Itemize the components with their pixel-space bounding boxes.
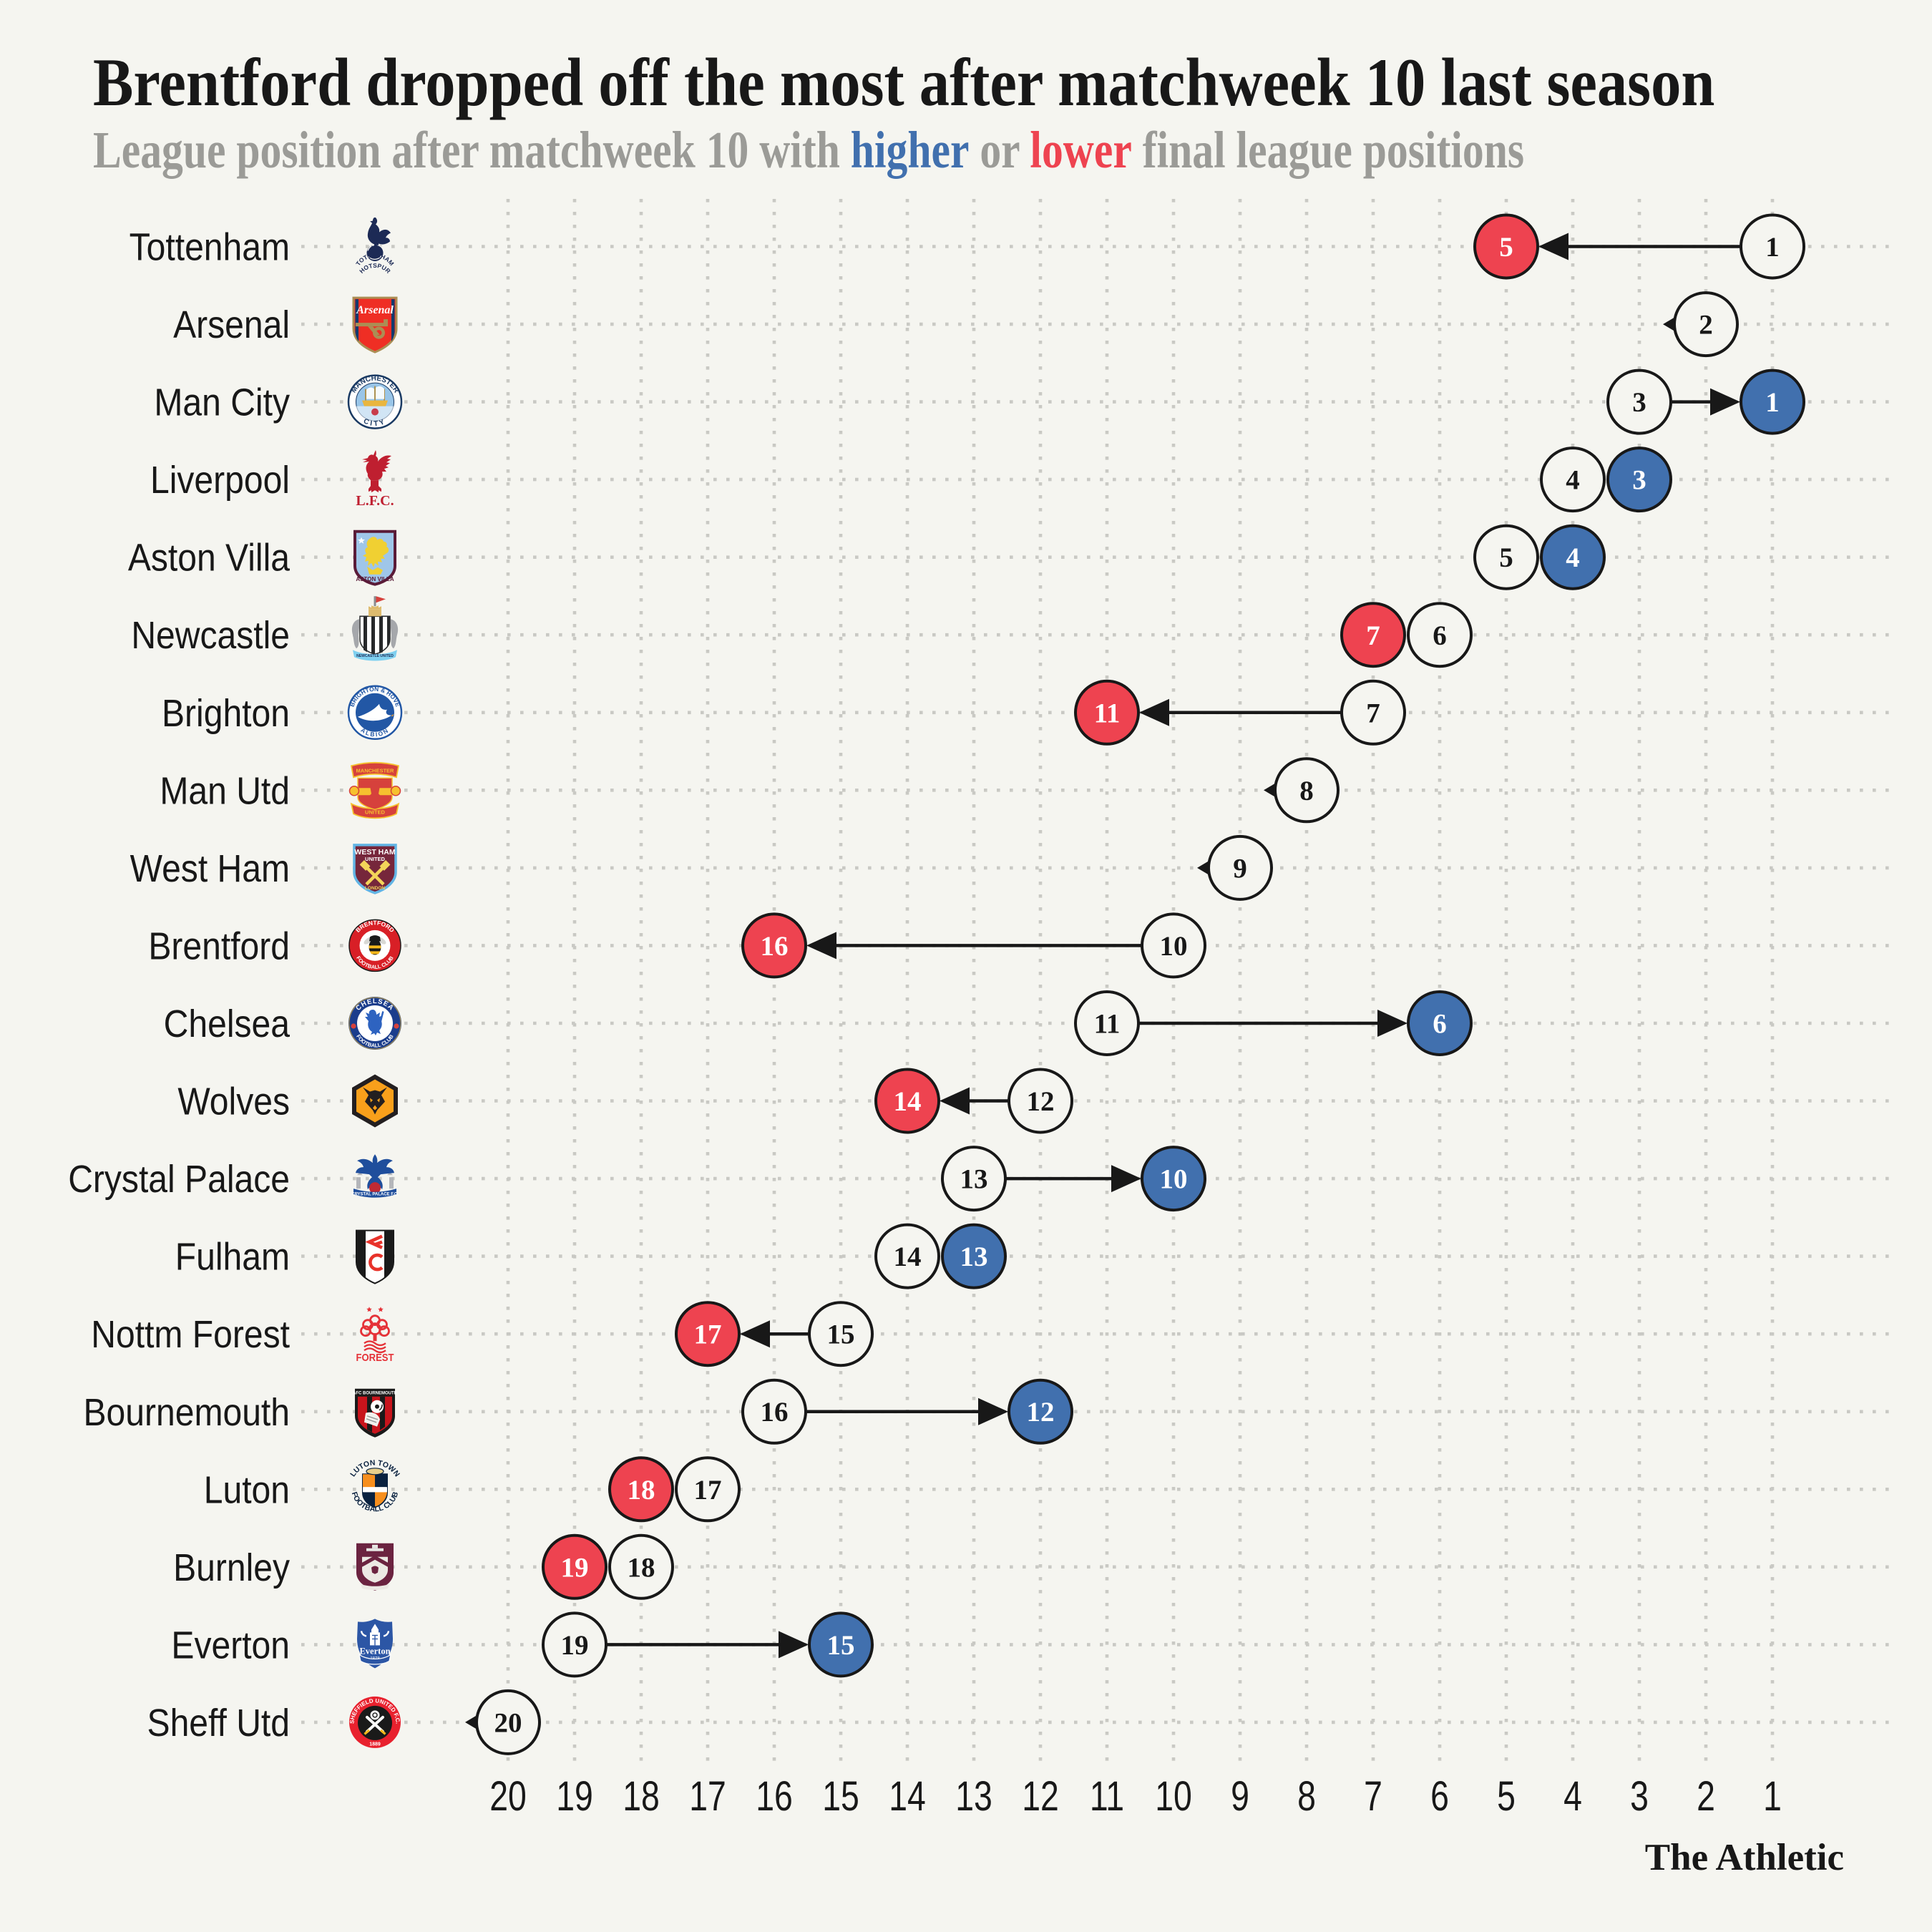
- svg-text:Chelsea: Chelsea: [164, 1002, 291, 1045]
- svg-text:Sheff Utd: Sheff Utd: [147, 1701, 290, 1744]
- svg-text:Arsenal: Arsenal: [356, 304, 394, 316]
- svg-text:West Ham: West Ham: [130, 847, 290, 889]
- svg-text:13: 13: [960, 1241, 988, 1272]
- svg-text:Burnley: Burnley: [173, 1546, 290, 1589]
- svg-text:FOREST: FOREST: [356, 1352, 394, 1364]
- svg-text:12: 12: [1027, 1086, 1055, 1117]
- svg-text:1: 1: [1765, 387, 1780, 418]
- svg-text:Everton: Everton: [171, 1624, 290, 1667]
- svg-text:UNITED: UNITED: [365, 856, 386, 862]
- svg-text:Brighton: Brighton: [162, 691, 290, 734]
- svg-text:14: 14: [894, 1241, 922, 1272]
- svg-text:Fulham: Fulham: [175, 1235, 290, 1278]
- svg-text:Wolves: Wolves: [177, 1080, 290, 1123]
- svg-text:16: 16: [761, 1397, 789, 1428]
- svg-text:3: 3: [1630, 1773, 1649, 1820]
- svg-text:12: 12: [1027, 1397, 1055, 1428]
- svg-text:1889: 1889: [369, 1742, 381, 1747]
- svg-text:10: 10: [1155, 1773, 1192, 1820]
- svg-text:10: 10: [1160, 1164, 1188, 1195]
- svg-text:Brentford dropped off the most: Brentford dropped off the most after mat…: [93, 46, 1714, 121]
- svg-text:Newcastle: Newcastle: [131, 614, 290, 657]
- svg-text:15: 15: [822, 1773, 859, 1820]
- svg-text:20: 20: [489, 1773, 527, 1820]
- svg-text:19: 19: [561, 1552, 589, 1583]
- svg-text:2: 2: [1699, 310, 1713, 341]
- svg-text:6: 6: [1433, 1009, 1447, 1040]
- svg-text:LONDON: LONDON: [365, 886, 385, 891]
- svg-text:9: 9: [1233, 853, 1247, 884]
- svg-text:12: 12: [1022, 1773, 1059, 1820]
- svg-text:Aston Villa: Aston Villa: [128, 536, 291, 579]
- svg-text:15: 15: [827, 1630, 855, 1661]
- svg-text:20: 20: [494, 1707, 522, 1738]
- svg-text:16: 16: [761, 931, 789, 962]
- svg-text:Luton: Luton: [204, 1468, 290, 1511]
- svg-text:7: 7: [1366, 698, 1380, 728]
- svg-text:2: 2: [1697, 1773, 1715, 1820]
- svg-text:11: 11: [1094, 698, 1121, 728]
- svg-text:5: 5: [1497, 1773, 1516, 1820]
- svg-text:11: 11: [1094, 1009, 1121, 1040]
- svg-text:19: 19: [561, 1630, 589, 1661]
- svg-text:18: 18: [623, 1773, 660, 1820]
- svg-text:4: 4: [1563, 1773, 1582, 1820]
- svg-text:Liverpool: Liverpool: [150, 459, 290, 502]
- svg-text:1: 1: [1763, 1773, 1782, 1820]
- svg-text:9: 9: [1231, 1773, 1249, 1820]
- svg-text:Crystal Palace: Crystal Palace: [68, 1158, 290, 1201]
- svg-text:7: 7: [1366, 620, 1380, 651]
- svg-text:Everton: Everton: [359, 1646, 390, 1656]
- svg-text:AFC BOURNEMOUTH: AFC BOURNEMOUTH: [353, 1391, 397, 1395]
- svg-text:UNITED: UNITED: [365, 809, 386, 815]
- svg-text:5: 5: [1499, 542, 1513, 573]
- svg-text:15: 15: [827, 1319, 855, 1350]
- svg-text:16: 16: [756, 1773, 793, 1820]
- svg-text:11: 11: [1090, 1773, 1124, 1820]
- svg-text:13: 13: [955, 1773, 992, 1820]
- svg-text:19: 19: [556, 1773, 593, 1820]
- svg-text:4: 4: [1566, 465, 1580, 496]
- svg-text:13: 13: [960, 1164, 988, 1195]
- svg-text:14: 14: [894, 1086, 922, 1117]
- svg-text:4: 4: [1566, 542, 1580, 573]
- svg-text:17: 17: [694, 1475, 722, 1506]
- svg-text:7: 7: [1364, 1773, 1382, 1820]
- svg-text:L.F.C.: L.F.C.: [356, 493, 394, 509]
- svg-text:17: 17: [689, 1773, 726, 1820]
- svg-text:Bournemouth: Bournemouth: [83, 1390, 290, 1433]
- svg-text:Nottm Forest: Nottm Forest: [91, 1313, 290, 1356]
- svg-text:6: 6: [1433, 620, 1447, 651]
- svg-text:5: 5: [1499, 232, 1513, 263]
- svg-text:NEWCASTLE UNITED: NEWCASTLE UNITED: [356, 654, 394, 658]
- svg-text:WEST HAM: WEST HAM: [354, 848, 395, 857]
- svg-text:The Athletic: The Athletic: [1645, 1837, 1844, 1878]
- svg-text:14: 14: [889, 1773, 926, 1820]
- svg-text:Man Utd: Man Utd: [160, 769, 290, 812]
- svg-text:Man City: Man City: [154, 381, 290, 424]
- svg-text:18: 18: [628, 1552, 655, 1583]
- svg-text:League position after matchwee: League position after matchweek 10 with …: [93, 122, 1524, 179]
- svg-text:8: 8: [1299, 776, 1314, 806]
- svg-text:10: 10: [1160, 931, 1188, 962]
- svg-text:MANCHESTER: MANCHESTER: [356, 767, 395, 774]
- svg-text:8: 8: [1297, 1773, 1316, 1820]
- svg-text:Brentford: Brentford: [148, 924, 290, 967]
- svg-text:Arsenal: Arsenal: [173, 303, 290, 346]
- svg-text:17: 17: [694, 1319, 722, 1350]
- svg-text:ASTON VILLA: ASTON VILLA: [356, 576, 394, 582]
- svg-text:3: 3: [1632, 465, 1646, 496]
- svg-text:3: 3: [1632, 387, 1646, 418]
- svg-text:Tottenham: Tottenham: [130, 225, 290, 268]
- svg-text:1: 1: [1765, 232, 1780, 263]
- svg-text:18: 18: [628, 1475, 655, 1506]
- svg-text:CITY: CITY: [362, 417, 388, 428]
- svg-text:CRYSTAL PALACE F.C.: CRYSTAL PALACE F.C.: [351, 1193, 399, 1197]
- svg-text:6: 6: [1430, 1773, 1449, 1820]
